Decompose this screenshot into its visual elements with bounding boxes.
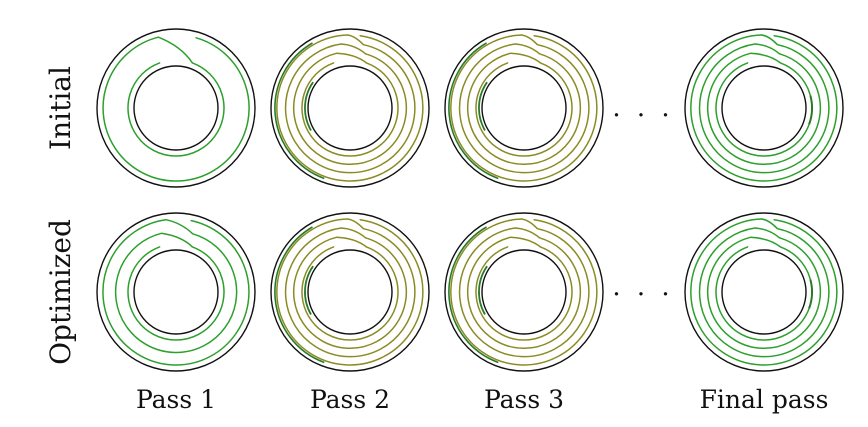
column-label-pass-2: Pass 2 bbox=[310, 385, 390, 414]
toolpath-inner-right-mark bbox=[808, 279, 813, 309]
toolpath-loop-3 bbox=[698, 43, 830, 174]
toolpath-loop-3 bbox=[284, 227, 416, 358]
toolpath-connector-3 bbox=[521, 218, 538, 230]
disk-panel-r0-c4 bbox=[684, 28, 844, 188]
toolpath-connector-2 bbox=[340, 43, 366, 55]
panels-grid bbox=[96, 28, 844, 372]
toolpath-connector-1 bbox=[510, 52, 541, 64]
disk-inner-hole bbox=[721, 249, 807, 335]
toolpath-connector-3 bbox=[761, 34, 778, 46]
disk-inner-hole bbox=[307, 249, 393, 335]
toolpath-outer-sweep bbox=[274, 42, 325, 180]
ellipsis-row-initial: · · · bbox=[612, 101, 673, 131]
toolpath-connector-1 bbox=[158, 36, 194, 64]
toolpath-connector-2 bbox=[754, 227, 780, 239]
disk-inner-hole bbox=[133, 249, 219, 335]
toolpath-outer-sweep bbox=[448, 42, 499, 180]
toolpath-loop-1 bbox=[715, 62, 813, 157]
disk-outer-boundary bbox=[684, 28, 844, 188]
column-label-final-pass: Final pass bbox=[700, 385, 829, 414]
disk-outer-boundary bbox=[270, 28, 430, 188]
disk-panel-r1-c1 bbox=[270, 212, 430, 372]
toolpath-loop-4 bbox=[276, 34, 424, 182]
disk-inner-hole bbox=[481, 65, 567, 151]
disk-panel-r1-c2 bbox=[444, 212, 604, 372]
toolpath-loop-1 bbox=[475, 246, 573, 341]
disk-outer-boundary bbox=[96, 212, 256, 372]
disk-inner-hole bbox=[133, 65, 219, 151]
toolpath-outer-sweep bbox=[274, 226, 325, 364]
toolpath-loop-4 bbox=[276, 218, 424, 366]
toolpath-inner-right-mark bbox=[808, 95, 813, 125]
disk-outer-boundary bbox=[684, 212, 844, 372]
column-label-pass-1: Pass 1 bbox=[136, 385, 216, 414]
toolpath-connector-1 bbox=[750, 236, 781, 248]
toolpath-connector-2 bbox=[514, 43, 540, 55]
disk-panel-r0-c1 bbox=[270, 28, 430, 188]
toolpath-connector-3 bbox=[347, 34, 364, 46]
disk-inner-hole bbox=[307, 65, 393, 151]
toolpath-loop-4 bbox=[690, 34, 838, 182]
toolpath-connector-1 bbox=[161, 232, 193, 248]
disk-outer-boundary bbox=[270, 212, 430, 372]
toolpath-loop-1 bbox=[301, 246, 399, 341]
toolpath-loop-3 bbox=[458, 227, 590, 358]
disk-outer-boundary bbox=[96, 28, 256, 188]
toolpath-loop-3 bbox=[102, 218, 250, 366]
toolpath-loop-2 bbox=[102, 36, 250, 182]
ellipsis-row-optimized: · · · bbox=[612, 280, 673, 310]
disk-panel-r1-c4 bbox=[684, 212, 844, 372]
disk-panel-r1-c0 bbox=[96, 212, 256, 372]
toolpath-loop-4 bbox=[690, 218, 838, 366]
toolpath-inner-sweep bbox=[478, 265, 488, 315]
toolpath-loop-4 bbox=[450, 34, 598, 182]
toolpath-loop-2 bbox=[292, 236, 408, 350]
toolpath-outer-sweep bbox=[448, 226, 499, 364]
toolpath-loop-4 bbox=[450, 218, 598, 366]
toolpath-loop-2 bbox=[706, 236, 822, 350]
toolpath-loop-3 bbox=[284, 43, 416, 174]
toolpath-inner-sweep bbox=[304, 265, 314, 315]
toolpath-loop-3 bbox=[458, 43, 590, 174]
toolpath-connector-3 bbox=[347, 218, 364, 230]
toolpath-loop-1 bbox=[715, 246, 813, 341]
disk-inner-hole bbox=[721, 65, 807, 151]
toolpath-connector-1 bbox=[510, 236, 541, 248]
disk-inner-hole bbox=[481, 249, 567, 335]
toolpath-connector-3 bbox=[761, 218, 778, 230]
toolpath-connector-3 bbox=[521, 34, 538, 46]
toolpath-loop-1 bbox=[127, 246, 225, 341]
toolpath-loop-2 bbox=[292, 52, 408, 166]
disk-outer-boundary bbox=[444, 28, 604, 188]
toolpath-connector-1 bbox=[336, 52, 367, 64]
toolpath-loop-2 bbox=[706, 52, 822, 166]
disk-panel-r0-c0 bbox=[96, 28, 256, 188]
toolpath-loop-3 bbox=[698, 227, 830, 358]
toolpath-loop-1 bbox=[301, 62, 399, 157]
toolpath-connector-2 bbox=[165, 218, 194, 235]
toolpath-connector-2 bbox=[754, 43, 780, 55]
disk-panel-r0-c2 bbox=[444, 28, 604, 188]
toolpath-loop-1 bbox=[127, 62, 225, 157]
toolpath-inner-sweep bbox=[478, 81, 488, 131]
toolpath-connector-1 bbox=[336, 236, 367, 248]
toolpath-connector-1 bbox=[750, 52, 781, 64]
row-label-optimized: Optimized bbox=[44, 219, 77, 365]
toolpath-loop-2 bbox=[466, 236, 582, 350]
toolpath-loop-2 bbox=[114, 232, 238, 354]
toolpath-connector-2 bbox=[340, 227, 366, 239]
toolpath-loop-2 bbox=[466, 52, 582, 166]
toolpath-loop-1 bbox=[475, 62, 573, 157]
column-label-pass-3: Pass 3 bbox=[484, 385, 564, 414]
disk-outer-boundary bbox=[444, 212, 604, 372]
row-label-initial: Initial bbox=[44, 66, 77, 150]
toolpath-connector-2 bbox=[514, 227, 540, 239]
toolpath-inner-sweep bbox=[304, 81, 314, 131]
